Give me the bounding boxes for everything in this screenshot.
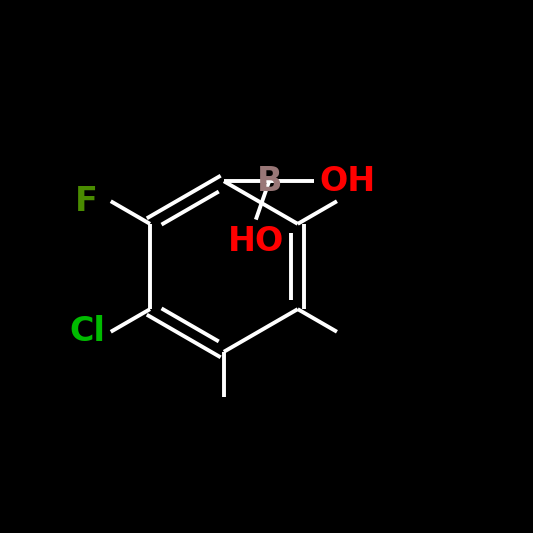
Text: HO: HO: [228, 225, 284, 258]
Text: OH: OH: [320, 165, 376, 198]
Text: B: B: [256, 165, 282, 198]
Text: Cl: Cl: [70, 316, 106, 348]
Text: F: F: [75, 185, 98, 217]
